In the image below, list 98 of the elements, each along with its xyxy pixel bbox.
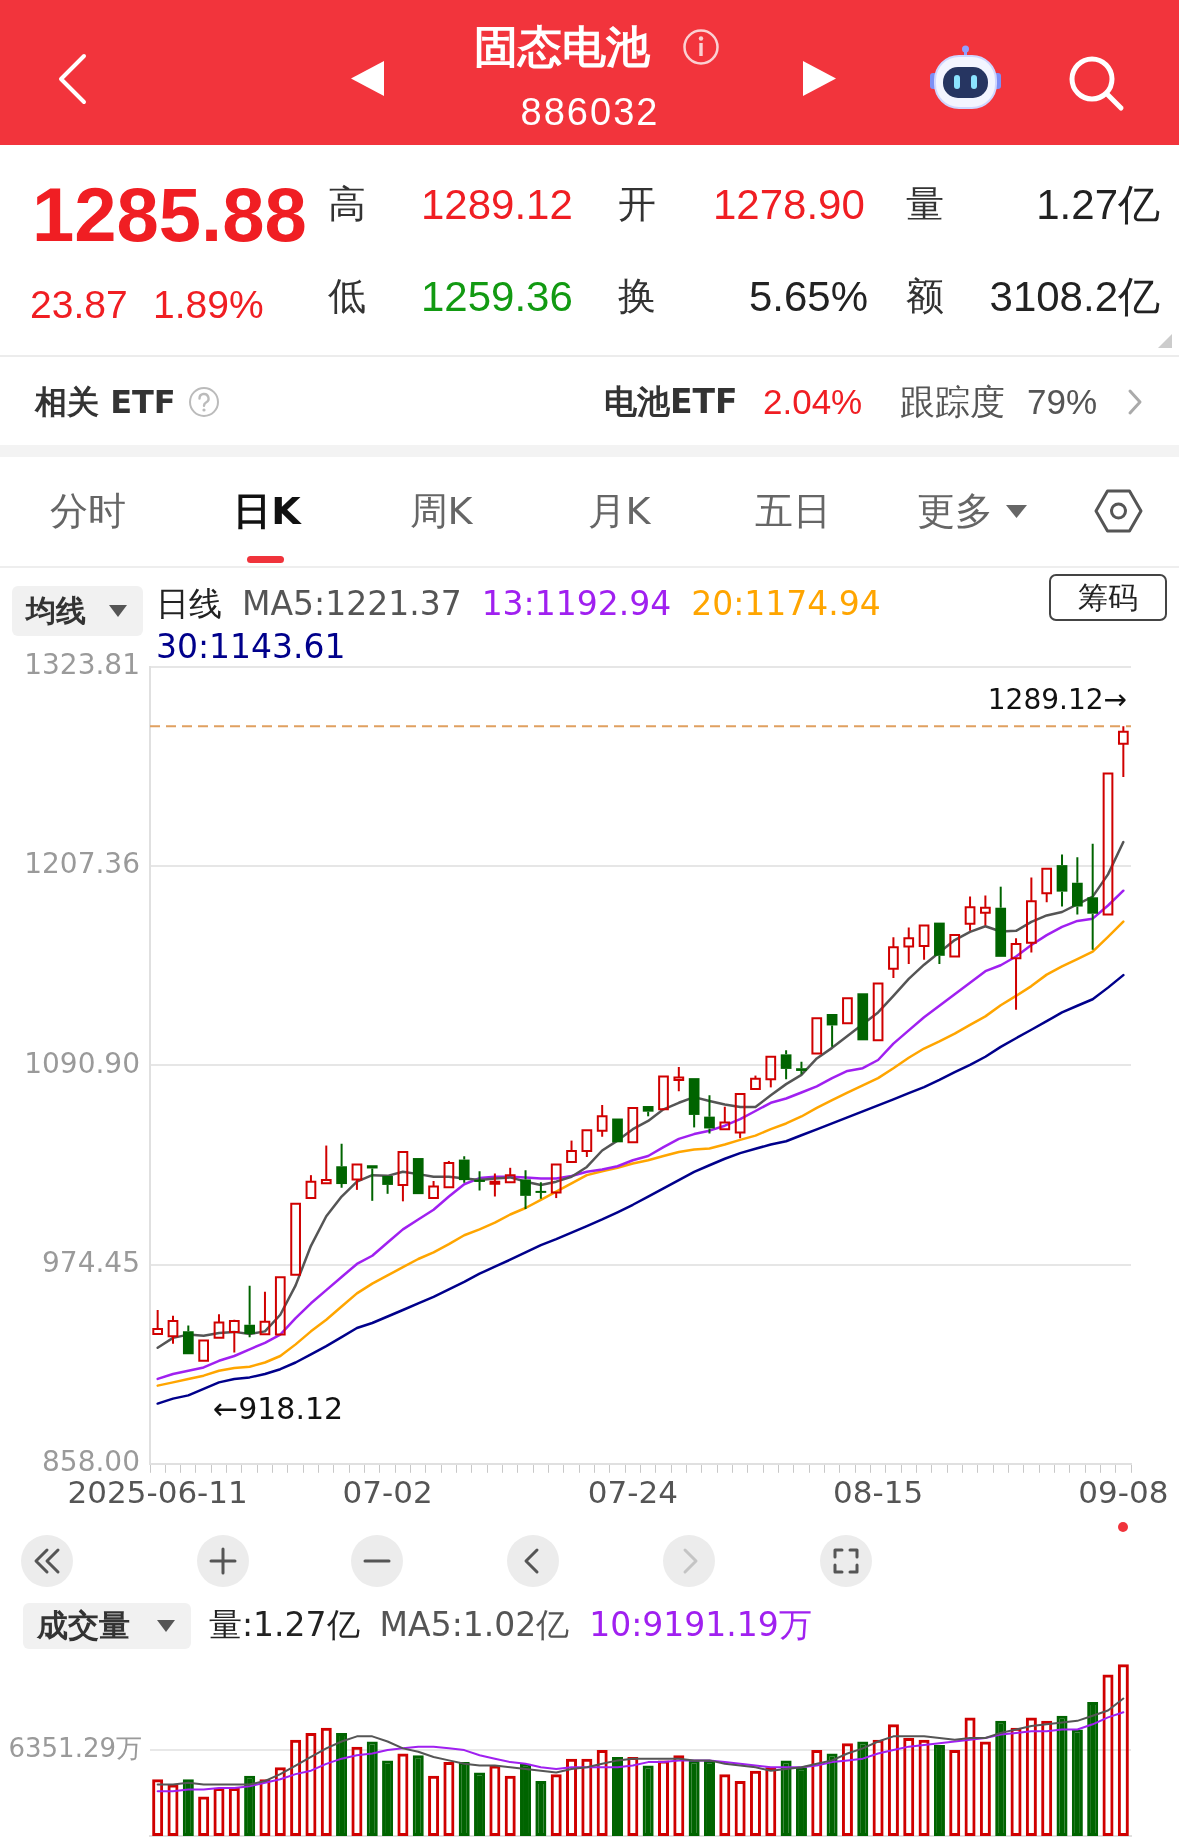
text: 月K	[587, 489, 651, 534]
candlestick	[980, 894, 991, 927]
candlestick	[228, 1320, 240, 1354]
y-tick-label: 1207.36	[24, 847, 140, 881]
text: 电池ETF	[604, 382, 738, 422]
candlestick	[842, 997, 853, 1025]
candlestick	[688, 1078, 700, 1129]
candlestick	[182, 1324, 194, 1355]
candlestick	[305, 1174, 317, 1200]
text: 23.87	[30, 282, 128, 328]
text: 5.65%	[748, 272, 868, 322]
candlestick	[320, 1144, 332, 1185]
text: 10:9191.19万	[589, 1604, 812, 1646]
x-tick-label: 09-08	[1078, 1474, 1169, 1511]
y-tick-label: 974.45	[42, 1245, 140, 1279]
candlestick	[489, 1172, 501, 1198]
candlestick	[934, 922, 945, 966]
ref-line-label: 6351.29万	[8, 1732, 142, 1763]
text: 3108.2亿	[989, 272, 1160, 322]
candlestick	[780, 1049, 792, 1081]
candlestick	[1010, 937, 1022, 1011]
candlestick	[290, 1202, 301, 1276]
text: 量:1.27亿	[209, 1604, 360, 1646]
text: 跟踪度	[900, 381, 1005, 423]
candlestick	[366, 1165, 378, 1202]
candlestick	[259, 1290, 271, 1336]
candlestick	[458, 1155, 470, 1184]
candlestick	[1087, 842, 1099, 951]
candlestick	[1056, 853, 1068, 908]
dropdown: 成交量	[23, 1603, 191, 1649]
text: 日线	[156, 583, 222, 625]
text: 额	[906, 274, 944, 319]
candlestick	[1102, 772, 1114, 916]
text: 886032	[520, 91, 660, 135]
text: 1259.36	[421, 272, 573, 322]
candlestick	[428, 1179, 439, 1200]
text: 20:1174.94	[691, 583, 881, 625]
candlestick	[412, 1158, 424, 1195]
candlestick	[351, 1163, 363, 1191]
dropdown: 均线	[12, 586, 143, 636]
text: 开	[618, 182, 656, 227]
candlestick	[949, 934, 961, 958]
text: 相关 ETF	[35, 382, 176, 421]
text: 2.04%	[763, 381, 863, 423]
x-tick-label: 07-24	[587, 1474, 678, 1511]
x-tick-label: 07-02	[342, 1474, 433, 1511]
candlestick	[888, 936, 899, 979]
candlestick	[1117, 725, 1129, 779]
text: 更多	[917, 489, 993, 534]
candlestick	[903, 926, 915, 966]
text: 1289.12	[421, 180, 573, 230]
candlestick	[704, 1094, 715, 1135]
candlestick	[719, 1105, 731, 1131]
text: 13:1192.94	[481, 583, 672, 625]
candlestick	[274, 1276, 286, 1336]
ref-line-label: 1289.12→	[987, 683, 1127, 717]
candlestick	[1071, 856, 1083, 916]
candlestick	[627, 1107, 639, 1144]
text: 高	[328, 182, 366, 227]
candlestick	[673, 1066, 685, 1093]
y-tick-label: 1090.90	[24, 1046, 140, 1080]
candlestick	[152, 1308, 164, 1335]
candlestick	[612, 1118, 623, 1143]
text: 1.27亿	[1036, 180, 1160, 230]
annotation: ←918.12	[213, 1390, 344, 1426]
candlestick	[796, 1060, 807, 1076]
x-tick-label: 08-15	[833, 1474, 924, 1511]
candlestick	[520, 1169, 531, 1211]
text: 低	[328, 274, 366, 319]
text: 1285.88	[32, 171, 307, 259]
text: 换	[618, 274, 656, 319]
text: MA5:1221.37	[242, 583, 462, 625]
candlestick	[995, 885, 1007, 957]
text: 固态电池	[474, 20, 650, 73]
text: 量	[906, 182, 944, 227]
button: 筹码	[1049, 574, 1167, 621]
y-tick-label: 1323.81	[24, 648, 140, 682]
text: 30:1143.61	[156, 626, 346, 668]
text: 1.89%	[153, 282, 264, 328]
candlestick	[918, 924, 930, 961]
candlestick	[811, 1017, 823, 1055]
text: MA5:1.02亿	[379, 1604, 570, 1646]
candlestick	[1026, 876, 1037, 954]
text: 79%	[1027, 381, 1098, 423]
candlestick	[658, 1075, 669, 1111]
candlestick	[535, 1181, 547, 1200]
text: 周K	[409, 489, 473, 534]
candlestick	[382, 1176, 393, 1195]
candlestick	[872, 982, 884, 1042]
candlestick	[244, 1284, 255, 1339]
text: 五日	[755, 489, 831, 534]
candlestick	[397, 1151, 409, 1203]
text: 日K	[233, 489, 301, 534]
candlestick	[857, 993, 869, 1041]
text: 分时	[50, 489, 126, 534]
candlestick	[336, 1142, 347, 1189]
text: 1278.90	[713, 180, 865, 230]
candlestick	[474, 1170, 485, 1192]
